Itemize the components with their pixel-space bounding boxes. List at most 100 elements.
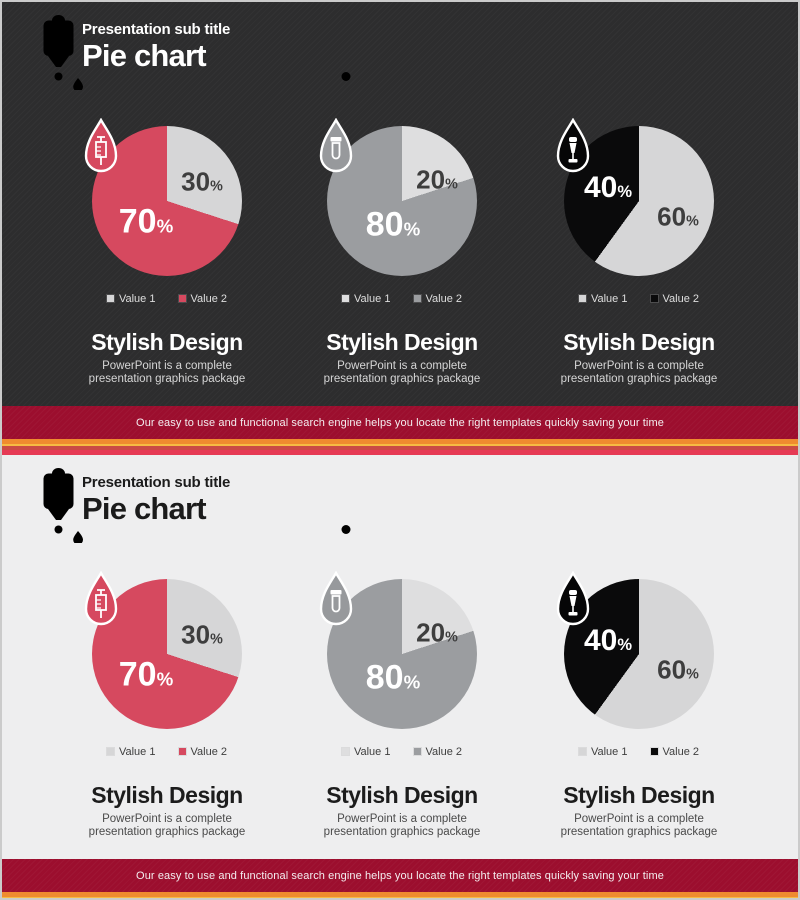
slice-label: 80% (365, 658, 421, 697)
slide-header: Presentation sub title Pie chart (82, 474, 230, 527)
pie-chart-80-20: 20% 80% (327, 126, 477, 276)
stripe-yellow (2, 897, 798, 898)
legend-item: Value 2 (650, 293, 699, 305)
chart-legend: Value 1 Value 2 (519, 293, 759, 306)
caption-heading: Stylish Design (326, 329, 478, 355)
caption-line: presentation graphics package (560, 372, 718, 385)
chart-legend: Value 1 Value 2 (47, 746, 287, 759)
slice-label: 20% (416, 164, 458, 195)
caption-heading: Stylish Design (91, 782, 243, 808)
legend-swatch (578, 294, 586, 302)
pie-chart-70-30: 30% 70% (92, 579, 242, 729)
pie-chart-80-20: 20% 80% (327, 579, 477, 729)
stripe-dullred (2, 446, 798, 450)
chart-caption: Stylish Design PowerPoint is a complete … (282, 329, 522, 385)
slice-label: 40% (583, 624, 633, 657)
slice-label: 30% (181, 166, 223, 197)
drop-dropper-icon (556, 571, 590, 626)
caption-heading: Stylish Design (563, 329, 715, 355)
legend-item: Value 1 (578, 746, 627, 758)
legend-swatch (650, 294, 658, 302)
slide-title: Pie chart (82, 491, 207, 526)
slice-label: 20% (416, 617, 458, 648)
slide-subtitle: Presentation sub title (82, 474, 231, 491)
chart-legend: Value 1 Value 2 (282, 746, 522, 759)
legend-swatch (341, 294, 349, 302)
legend-item: Value 2 (413, 293, 462, 305)
caption-line: presentation graphics package (323, 372, 481, 385)
pie-chart-70-30: 30% 70% (92, 126, 242, 276)
legend-item: Value 1 (341, 746, 390, 758)
caption-line: presentation graphics package (560, 825, 718, 838)
banner-text: Our easy to use and functional search en… (136, 869, 664, 882)
caption-line: PowerPoint is a complete (337, 813, 467, 825)
slice-label: 70% (118, 655, 174, 694)
slice-label: 40% (583, 171, 633, 204)
slide-dark: Presentation sub title Pie chart 30% 70%… (2, 2, 798, 406)
slice-label: 70% (118, 202, 174, 241)
caption-heading: Stylish Design (326, 782, 478, 808)
chart-caption: Stylish Design PowerPoint is a complete … (47, 329, 287, 385)
caption-line: presentation graphics package (88, 825, 246, 838)
caption-line: PowerPoint is a complete (337, 360, 467, 372)
legend-swatch (178, 747, 186, 755)
caption-line: PowerPoint is a complete (102, 813, 232, 825)
caption-line: presentation graphics package (323, 825, 481, 838)
pie-chart-block-3: 60% 40% Value 1 Value 2 Stylish Design P… (519, 118, 759, 385)
slice-label: 30% (181, 619, 223, 650)
legend-swatch (178, 294, 186, 302)
slide-title: Pie chart (82, 38, 207, 73)
legend-item: Value 1 (578, 293, 627, 305)
stripe-yellow (2, 444, 798, 446)
pie-chart-40-60: 60% 40% (564, 579, 714, 729)
chart-caption: Stylish Design PowerPoint is a complete … (519, 782, 759, 838)
legend-swatch (650, 747, 658, 755)
pie-chart-block-1: 30% 70% Value 1 Value 2 Stylish Design P… (47, 118, 287, 385)
caption-heading: Stylish Design (91, 329, 243, 355)
slide-subtitle: Presentation sub title (82, 21, 231, 38)
slide-light: Presentation sub title Pie chart 30% 70%… (2, 455, 798, 859)
chart-legend: Value 1 Value 2 (282, 293, 522, 306)
drop-dropper-icon (556, 118, 590, 173)
blood-drop-syringe-icon (84, 118, 118, 173)
legend-swatch (413, 747, 421, 755)
pie-chart-40-60: 60% 40% (564, 126, 714, 276)
legend-swatch (341, 747, 349, 755)
legend-item: Value 1 (341, 293, 390, 305)
stripe-crimson (2, 450, 798, 455)
chart-caption: Stylish Design PowerPoint is a complete … (47, 782, 287, 838)
legend-item: Value 1 (106, 746, 155, 758)
legend-swatch (413, 294, 421, 302)
stripe-orange (2, 439, 798, 444)
chart-legend: Value 1 Value 2 (519, 746, 759, 759)
legend-item: Value 2 (413, 746, 462, 758)
caption-line: PowerPoint is a complete (574, 813, 704, 825)
banner-bar: Our easy to use and functional search en… (2, 406, 798, 439)
legend-swatch (106, 747, 114, 755)
legend-swatch (578, 747, 586, 755)
drop-test-tube-icon (319, 118, 353, 173)
chart-caption: Stylish Design PowerPoint is a complete … (282, 782, 522, 838)
search-banner: Our easy to use and functional search en… (2, 859, 798, 898)
chart-caption: Stylish Design PowerPoint is a complete … (519, 329, 759, 385)
legend-item: Value 2 (178, 746, 227, 758)
chart-legend: Value 1 Value 2 (47, 293, 287, 306)
caption-heading: Stylish Design (563, 782, 715, 808)
slide-header: Presentation sub title Pie chart (82, 21, 230, 74)
pie-chart-block-1: 30% 70% Value 1 Value 2 Stylish Design P… (47, 571, 287, 838)
banner-bar: Our easy to use and functional search en… (2, 859, 798, 892)
caption-line: PowerPoint is a complete (574, 360, 704, 372)
pie-chart-block-3: 60% 40% Value 1 Value 2 Stylish Design P… (519, 571, 759, 838)
slice-label: 80% (365, 205, 421, 244)
stripe-orange (2, 892, 798, 897)
drop-test-tube-icon (319, 571, 353, 626)
slice-label: 60% (657, 201, 699, 232)
caption-line: PowerPoint is a complete (102, 360, 232, 372)
legend-swatch (106, 294, 114, 302)
search-banner: Our easy to use and functional search en… (2, 406, 798, 455)
slice-label: 60% (657, 654, 699, 685)
legend-item: Value 1 (106, 293, 155, 305)
pie-chart-block-2: 20% 80% Value 1 Value 2 Stylish Design P… (282, 571, 522, 838)
caption-line: presentation graphics package (88, 372, 246, 385)
